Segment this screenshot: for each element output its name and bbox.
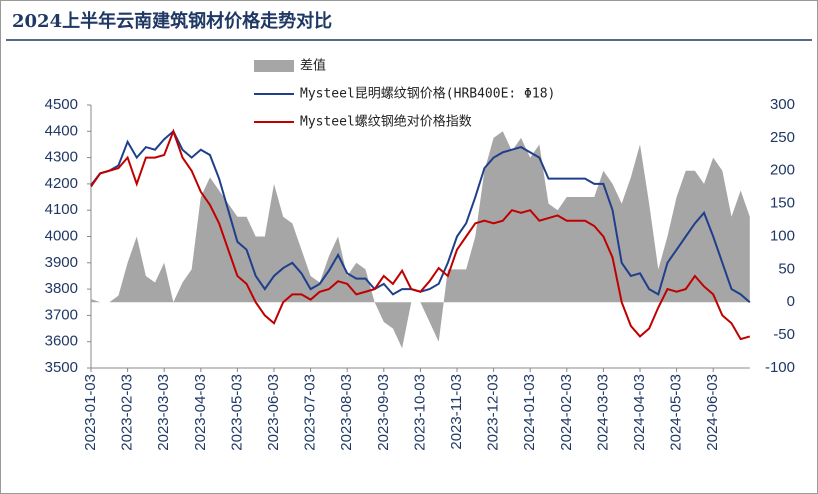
legend-label: 差值 [300, 58, 326, 74]
x-tick-label: 2023-06-03 [265, 374, 282, 451]
x-tick-label: 2023-03-03 [155, 374, 172, 451]
x-tick-label: 2023-04-03 [192, 374, 209, 451]
y2-tick-label: 50 [778, 260, 795, 277]
y-tick-label: 4400 [45, 122, 78, 139]
x-tick-label: 2023-01-03 [82, 374, 99, 451]
x-tick-label: 2023-07-03 [302, 374, 319, 451]
x-tick-label: 2024-03-03 [594, 374, 611, 451]
legend-label: Mysteel昆明螺纹钢价格(HRB400E: Φ18) [300, 86, 555, 102]
x-tick-label: 2023-10-03 [411, 374, 428, 451]
y-tick-label: 4000 [45, 227, 78, 244]
y-tick-label: 4300 [45, 149, 78, 166]
y-tick-label: 3900 [45, 254, 78, 271]
y-tick-label: 4500 [45, 96, 78, 113]
y2-tick-label: 100 [770, 227, 795, 244]
chart-title: 2024上半年云南建筑钢材价格走势对比 [12, 10, 332, 32]
x-tick-label: 2024-04-03 [631, 374, 648, 451]
difference-area [91, 131, 750, 349]
y-tick-label: 4200 [45, 175, 78, 192]
x-tick-label: 2023-12-03 [485, 374, 502, 451]
y-tick-label: 3600 [45, 333, 78, 350]
y2-tick-label: -50 [773, 326, 795, 343]
x-tick-label: 2023-08-03 [338, 374, 355, 451]
x-tick-label: 2024-06-03 [704, 374, 721, 451]
x-tick-label: 2024-01-03 [521, 374, 538, 451]
y2-tick-label: 250 [770, 129, 795, 146]
y-tick-label: 3700 [45, 306, 78, 323]
x-tick-label: 2023-02-03 [119, 374, 136, 451]
legend-swatch [254, 60, 294, 72]
legend-label: Mysteel螺纹钢绝对价格指数 [300, 114, 472, 130]
y2-tick-label: 150 [770, 195, 795, 212]
price-line [90, 128, 751, 341]
y-tick-label: 4100 [45, 201, 78, 218]
x-tick-label: 2023-11-03 [448, 374, 465, 450]
y2-tick-label: 200 [770, 162, 795, 179]
y2-tick-label: 0 [787, 293, 795, 310]
y2-tick-label: 300 [770, 96, 795, 113]
y-tick-label: 3500 [45, 359, 78, 376]
y-tick-label: 3800 [45, 280, 78, 297]
x-tick-label: 2023-05-03 [228, 374, 245, 451]
x-tick-label: 2023-09-03 [375, 374, 392, 451]
y2-tick-label: -100 [765, 359, 795, 376]
x-tick-label: 2024-05-03 [668, 374, 685, 451]
x-tick-label: 2024-02-03 [558, 374, 575, 451]
